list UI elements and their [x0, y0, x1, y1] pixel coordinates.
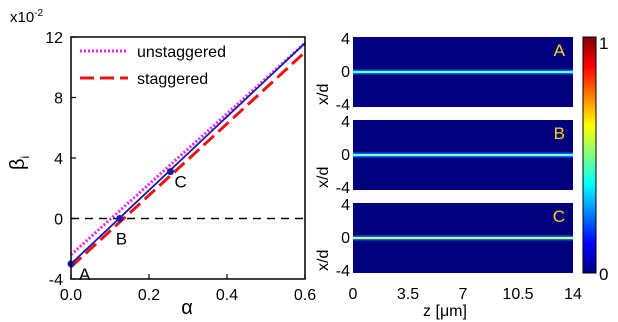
x-tick-label: 0.0: [60, 287, 82, 304]
y-tick-label: -4: [49, 272, 63, 289]
point-c: [166, 168, 174, 176]
heatmap-panel-b: B: [353, 120, 573, 190]
heatmap-y-tick-label: 0: [341, 64, 350, 81]
y-tick-label: 8: [54, 91, 63, 108]
x-tick-label: 0.6: [294, 287, 316, 304]
panel-label-a: A: [554, 41, 566, 60]
legend-label-unstaggered: unstaggered: [137, 44, 226, 61]
plot-frame: [70, 36, 306, 280]
legend: unstaggered staggered: [80, 44, 226, 88]
point-b: [116, 215, 124, 222]
heatmap-panel-a: A: [353, 37, 573, 107]
heatmap-y-tick-label: 4: [341, 197, 350, 214]
heatmap-x-tick-label: 7: [459, 286, 468, 303]
x-axis-label: α: [181, 297, 193, 319]
beam-core: [353, 237, 573, 239]
heatmap-ylabel-b: x/d: [315, 167, 332, 188]
panel-label-b: B: [554, 124, 565, 143]
heatmap-ylabel-c: x/d: [315, 250, 332, 271]
heatmap-chart: x/d x/d x/d ABC 40-440-440-40 3.5 7 10.5 14 …: [315, 31, 608, 320]
heatmap-y-tick-label: 4: [341, 31, 350, 48]
y-tick-label: 0: [54, 212, 63, 229]
heatmap-y-tick-label: -4: [336, 97, 350, 114]
panel-label-c: C: [553, 207, 565, 226]
colorbar-tick-label: 1: [599, 34, 608, 53]
heatmap-x-tick-label: 14: [564, 286, 582, 303]
heatmap-y-tick-label: 0: [341, 147, 350, 164]
unstaggered-series-line: [69, 41, 307, 256]
beam-core: [353, 154, 573, 156]
heatmap-y-tick-label: -4: [336, 180, 350, 197]
heatmap-x-tick-label: 10.5: [502, 286, 533, 303]
colorbar-gradient: [582, 36, 597, 274]
heatmap-ylabel-a: x/d: [315, 84, 332, 105]
y-tick-label: 4: [54, 151, 63, 168]
legend-label-staggered: staggered: [137, 71, 208, 88]
heatmap-y-tick-label: 4: [341, 114, 350, 131]
line-chart: x10-2 βi α 0.0 0.2 0.4 0.6 -4 0 4 8 12 A B C unsta…: [7, 8, 316, 319]
y-tick-label: 12: [45, 30, 63, 47]
heatmap-y-tick-label: -4: [336, 263, 350, 280]
point-label-c: C: [174, 173, 186, 192]
heatmap-xlabel: z [μm]: [423, 303, 467, 320]
reference-series-line: [70, 42, 306, 265]
heatmap-y-tick-label: 0: [341, 230, 350, 247]
heatmap-x-tick-label: 3.5: [397, 286, 419, 303]
heatmap-x-tick-label: 0: [349, 286, 358, 303]
y-multiplier: x10-2: [10, 8, 44, 26]
beam-core: [353, 71, 573, 73]
staggered-series-line: [69, 51, 307, 269]
colorbar-tick-label: 0: [599, 265, 608, 284]
point-label-b: B: [116, 230, 127, 249]
x-tick-label: 0.2: [138, 287, 160, 304]
point-label-a: A: [79, 265, 91, 284]
y-axis-label: βi: [7, 156, 32, 170]
x-tick-label: 0.4: [216, 287, 238, 304]
heatmap-panel-c: C: [353, 203, 573, 273]
